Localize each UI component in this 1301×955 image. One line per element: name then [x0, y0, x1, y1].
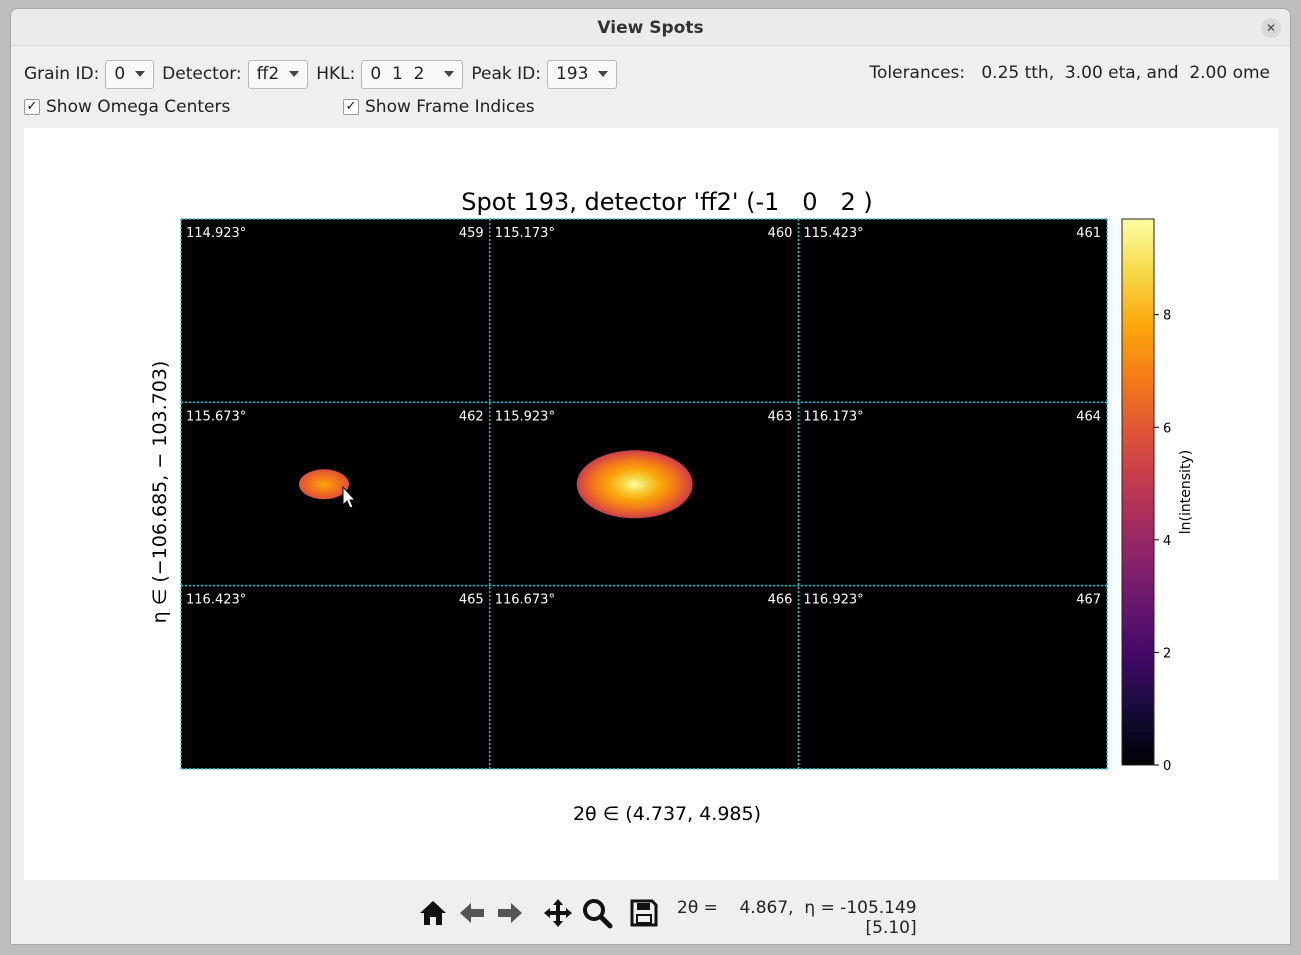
peak-id-value: 193 [555, 64, 589, 84]
frame-panel [181, 219, 490, 403]
coord-readout: 2θ = 4.867, η = -105.149 [677, 898, 917, 918]
frame-panel [798, 585, 1108, 769]
frame-index-label: 461 [1076, 226, 1101, 241]
colorbar-tick-label: 4 [1163, 534, 1171, 549]
pixel-value-readout: [5.10] [865, 918, 917, 938]
chart-title: Spot 193, detector 'ff2' (-1 0 2 ) [461, 188, 872, 216]
omega-center-label: 115.923° [495, 409, 555, 424]
frame-index-label: 459 [459, 226, 484, 241]
frame-panel [181, 585, 490, 769]
frame-index-label: 462 [459, 409, 484, 424]
hkl-value: 0 1 2 [370, 64, 425, 84]
chevron-down-icon [598, 71, 609, 77]
frame-indices-checkbox[interactable]: ✓ Show Frame Indices [343, 97, 535, 117]
grain-id-value: 0 [114, 64, 126, 84]
grain-id-select[interactable]: 0 [105, 59, 155, 89]
save-icon[interactable] [628, 897, 660, 929]
colorbar-tick-label: 6 [1163, 421, 1171, 436]
colorbar [1121, 218, 1155, 766]
grain-id-label: Grain ID: [24, 64, 100, 84]
omega-center-label: 115.673° [186, 409, 246, 424]
omega-center-label: 114.923° [186, 226, 246, 241]
mouse-cursor [342, 485, 357, 509]
colorbar-tick-label: 0 [1163, 759, 1171, 774]
frame-index-label: 465 [459, 593, 484, 608]
home-icon[interactable] [417, 897, 449, 929]
chevron-down-icon [444, 71, 455, 77]
window-title: View Spots [597, 18, 704, 38]
omega-centers-label: Show Omega Centers [46, 97, 231, 117]
check-icon: ✓ [24, 99, 40, 115]
omega-center-label: 115.173° [495, 226, 555, 241]
detector-label: Detector: [162, 64, 242, 84]
omega-center-label: 116.173° [803, 409, 863, 424]
plot-canvas[interactable]: Spot 193, detector 'ff2' (-1 0 2 ) 114.9… [24, 128, 1279, 880]
peak-id-label: Peak ID: [471, 64, 541, 84]
omega-center-label: 116.923° [803, 593, 863, 608]
hkl-select[interactable]: 0 1 2 [361, 59, 464, 89]
frame-panels: 114.923° 459 115.173° 460 115.423° 461 115.673… [180, 218, 1108, 770]
close-icon[interactable]: ✕ [1261, 18, 1281, 38]
frame-index-label: 467 [1076, 593, 1101, 608]
omega-centers-checkbox[interactable]: ✓ Show Omega Centers [24, 97, 230, 117]
hkl-label: HKL: [316, 64, 356, 84]
frame-panel [798, 219, 1108, 403]
diffraction-spot [576, 450, 693, 519]
omega-center-label: 116.673° [495, 593, 555, 608]
diffraction-spot [299, 469, 349, 500]
frame-index-label: 463 [768, 409, 793, 424]
y-axis-label: η ∈ (−106.685, − 103.703) [149, 361, 171, 624]
frame-panel [798, 402, 1108, 586]
pan-icon[interactable] [542, 897, 574, 929]
colorbar-tick-label: 2 [1163, 646, 1171, 661]
cursor-coordinates: 2θ = 4.867, η = -105.149 [5.10] [677, 898, 917, 938]
back-arrow-icon[interactable] [456, 897, 488, 929]
frame-panel [489, 585, 799, 769]
colorbar-tick-label: 8 [1163, 309, 1171, 324]
omega-center-label: 116.423° [186, 593, 246, 608]
detector-select[interactable]: ff2 [247, 59, 309, 89]
spots-figure: Spot 193, detector 'ff2' (-1 0 2 ) 114.9… [149, 188, 1194, 825]
colorbar-ticks: 0 2 4 6 8 [1154, 309, 1171, 774]
peak-id-select[interactable]: 193 [546, 59, 618, 89]
navigation-toolbar: 2θ = 4.867, η = -105.149 [5.10] [11, 887, 1290, 944]
frame-indices-label: Show Frame Indices [365, 97, 535, 117]
chevron-down-icon [289, 71, 300, 77]
frame-index-label: 466 [768, 593, 793, 608]
selection-controls: Grain ID: 0 Detector: ff2 HKL: 0 1 2 Pea… [24, 59, 625, 89]
frame-panel [489, 219, 799, 403]
colorbar-label: ln(intensity) [1178, 450, 1194, 534]
forward-arrow-icon[interactable] [494, 897, 526, 929]
detector-value: ff2 [256, 64, 280, 84]
title-bar: View Spots ✕ [11, 9, 1290, 46]
check-icon: ✓ [343, 99, 359, 115]
x-axis-label: 2θ ∈ (4.737, 4.985) [573, 803, 761, 825]
chevron-down-icon [135, 71, 146, 77]
frame-index-label: 460 [768, 226, 793, 241]
zoom-icon[interactable] [581, 897, 613, 929]
tolerances-text: Tolerances: 0.25 tth, 3.00 eta, and 2.00… [869, 63, 1270, 83]
omega-center-label: 115.423° [803, 226, 863, 241]
view-spots-window: View Spots ✕ Grain ID: 0 Detector: ff2 H… [10, 8, 1291, 945]
frame-index-label: 464 [1076, 409, 1101, 424]
